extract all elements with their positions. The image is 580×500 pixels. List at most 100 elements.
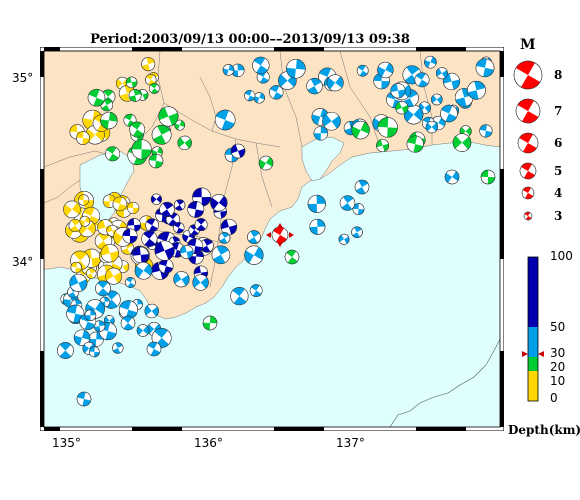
beachball-icon [309,218,326,235]
beachball-icon [467,80,486,100]
beachball-icon [76,131,90,145]
magnitude-legend: 8 7 6 5 4 3 [513,60,562,223]
beachball-icon [125,277,136,288]
beachball-icon [440,104,458,123]
frame-ticks [40,47,504,431]
lon-label-137: 137° [336,436,365,450]
beachball-icon [431,93,443,106]
beachball-icon [444,169,460,185]
beachball-icon [435,67,448,80]
beachball-icon [127,201,140,214]
beachball-icon [351,226,363,238]
beachball-icon [210,194,228,212]
beachball-icon [192,274,209,291]
depth-tick-10: 10 [550,374,566,388]
colorbar-shallow [528,371,538,401]
beachball-icon [377,117,398,138]
beachball-icon [88,331,104,347]
beachball-icon [131,139,152,160]
magnitude-legend-ball-icon [519,162,537,180]
beachball-icon [414,72,430,88]
beachball-icon [354,179,370,195]
depth-tick-50: 50 [550,320,566,334]
beachball-icon [69,273,88,292]
target-event [266,223,294,247]
beachball-icon [220,218,238,236]
beachball-icon [338,233,350,245]
beachball-icon [141,57,156,72]
colorbar-deepest [528,257,538,327]
beachball-icon [214,109,236,131]
beachball-icon [230,143,246,159]
beachball-icon [100,111,118,130]
beachball-icon [452,133,472,152]
beachball-icon [87,88,106,107]
beachball-icon [158,106,179,127]
lon-label-136: 136° [194,436,223,450]
beachball-icon [475,58,495,78]
beachball-icon [306,77,323,95]
colorbar-frame [527,256,539,402]
depth-marker-left-icon [522,351,528,357]
lat-label-35: 35° [12,71,34,85]
beachball-icon [148,153,164,169]
colorbar-deep [528,327,538,357]
magnitude-legend-ball-icon [515,98,541,124]
beachball-icon [84,309,97,321]
beachball-layer [57,55,496,407]
legend-panel: M 8 7 6 5 4 3 100 50 30 20 10 0 Depth(km) [506,35,580,485]
beachball-icon [154,240,175,261]
beachball-icon [120,315,136,331]
target-marker-right-icon [289,232,294,238]
beachball-icon [376,139,390,152]
beachball-icon [63,200,81,219]
magnitude-legend-label: 8 [554,68,562,82]
beachball-icon [269,85,284,100]
magnitude-legend-ball-icon [517,132,539,154]
beachball-icon [159,201,175,218]
beachball-icon [307,194,326,213]
beachball-icon [125,76,138,89]
beachball-icon [118,300,138,320]
beachball-icon [122,228,138,244]
beachball-icon [129,121,146,138]
magnitude-legend-label: 4 [554,186,562,200]
beachball-icon [141,230,158,247]
beachball-icon [134,262,153,280]
beachball-icon [252,56,270,75]
beachball-icon [222,64,235,76]
beachball-icon [480,169,496,185]
magnitude-legend-label: 6 [554,136,562,150]
beachball-icon [173,199,186,211]
magnitude-legend-ball-icon [513,60,543,90]
magnitude-legend-heading: M [520,37,536,53]
beachball-icon [173,222,185,234]
target-marker-left-icon [266,232,271,238]
target-event-icon [271,226,289,244]
beachball-icon [425,120,438,134]
target-marker-top-icon [277,223,283,228]
beachball-icon [244,90,256,102]
beachball-icon [218,232,231,244]
beachball-icon [136,324,150,337]
beachball-icon [339,195,356,211]
beachball-icon [322,111,341,131]
beachball-icon [151,124,172,145]
beachball-icon [351,120,370,140]
beachball-icon [128,89,142,102]
beachball-icon [158,258,174,274]
depth-tick-0: 0 [550,391,558,405]
map-canvas [39,46,505,432]
depth-tick-30: 30 [550,346,566,360]
beachball-icon [146,341,162,357]
beachball-icon [199,238,214,253]
beachball-icon [93,320,106,332]
beachball-icon [174,119,186,131]
ise-bay [301,136,345,182]
beachball-icon [150,193,162,205]
lon-label-135: 135° [52,436,81,450]
beachball-icon [79,215,91,227]
legend-canvas: 8 7 6 5 4 3 [513,60,562,402]
depth-tick-20: 20 [550,360,566,374]
beachball-icon [442,72,461,91]
